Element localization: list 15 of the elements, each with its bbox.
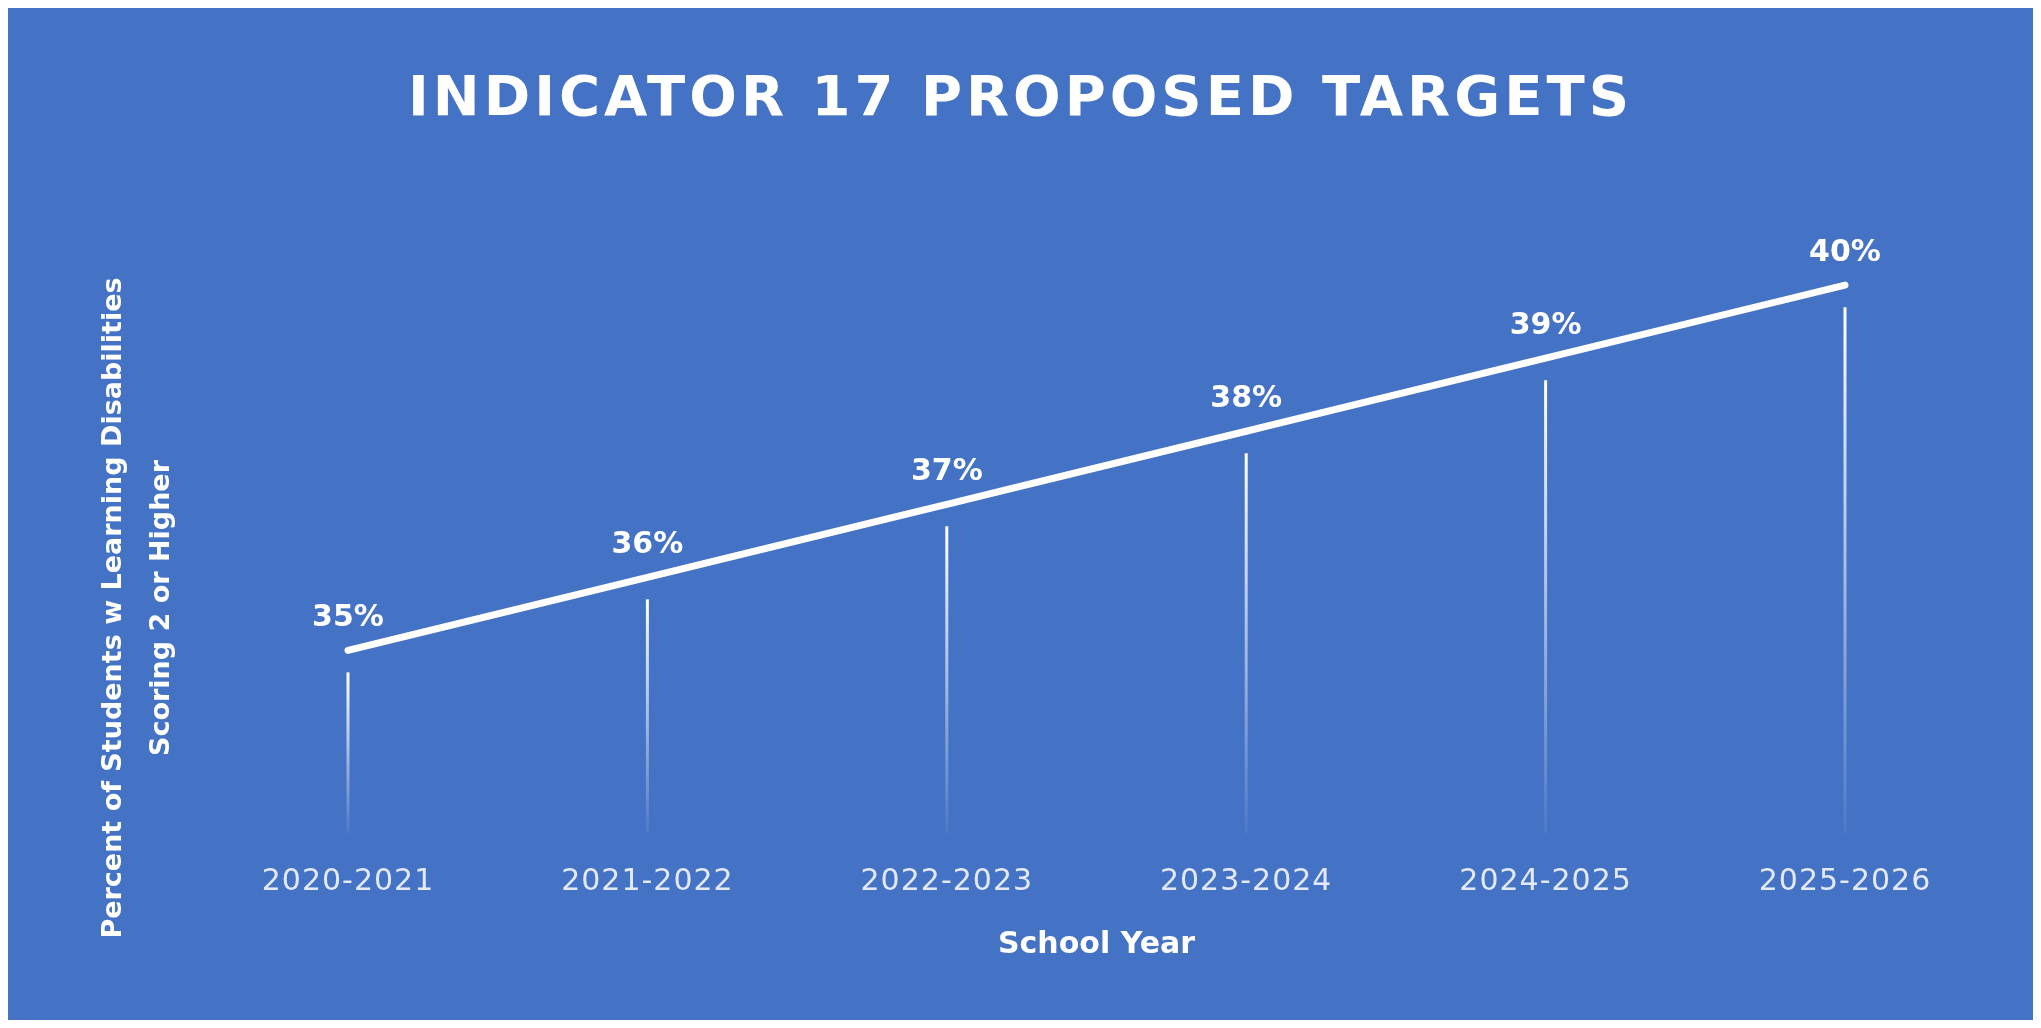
data-label: 35%	[312, 598, 384, 634]
x-tick-label: 2020-2021	[261, 862, 435, 898]
data-label: 37%	[910, 452, 983, 488]
data-label: 38%	[1210, 379, 1283, 415]
x-tick-label: 2021-2022	[561, 862, 734, 898]
x-tick-label: 2024-2025	[1459, 862, 1632, 898]
y-axis-title: Percent of Students w Learning Disabilities Scoring 2 or Higher	[95, 277, 176, 939]
x-tick-label: 2022-2023	[860, 862, 1034, 898]
x-tick-label: 2025-2026	[1758, 862, 1932, 898]
data-label: 40%	[1809, 233, 1881, 269]
data-label: 36%	[611, 525, 684, 561]
x-tick-label: 2023-2024	[1159, 862, 1333, 898]
chart-title: INDICATOR 17 PROPOSED TARGETS	[407, 63, 1634, 128]
data-label: 39%	[1509, 306, 1582, 342]
x-axis-title: School Year	[997, 925, 1196, 960]
